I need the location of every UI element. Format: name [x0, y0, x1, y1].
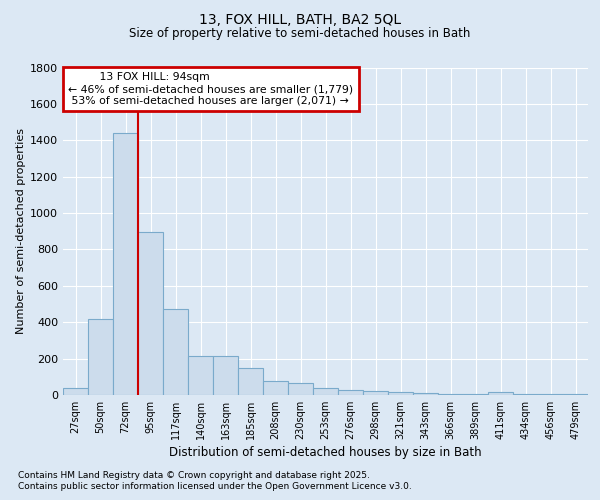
- Bar: [163, 310, 188, 395]
- Text: 13, FOX HILL, BATH, BA2 5QL: 13, FOX HILL, BATH, BA2 5QL: [199, 12, 401, 26]
- Text: Contains public sector information licensed under the Open Government Licence v3: Contains public sector information licen…: [18, 482, 412, 491]
- Bar: [513, 394, 538, 395]
- Text: Contains HM Land Registry data © Crown copyright and database right 2025.: Contains HM Land Registry data © Crown c…: [18, 470, 370, 480]
- Bar: [263, 382, 288, 395]
- Bar: [338, 390, 363, 395]
- Bar: [138, 232, 163, 395]
- Bar: [463, 394, 488, 395]
- Bar: [88, 320, 113, 395]
- Bar: [63, 388, 88, 395]
- Bar: [363, 392, 388, 395]
- Text: Size of property relative to semi-detached houses in Bath: Size of property relative to semi-detach…: [130, 28, 470, 40]
- Bar: [538, 394, 563, 395]
- Bar: [388, 392, 413, 395]
- X-axis label: Distribution of semi-detached houses by size in Bath: Distribution of semi-detached houses by …: [169, 446, 482, 459]
- Text: 13 FOX HILL: 94sqm
← 46% of semi-detached houses are smaller (1,779)
 53% of sem: 13 FOX HILL: 94sqm ← 46% of semi-detache…: [68, 72, 353, 106]
- Bar: [313, 388, 338, 395]
- Bar: [113, 133, 138, 395]
- Bar: [213, 356, 238, 395]
- Bar: [488, 392, 513, 395]
- Bar: [438, 394, 463, 395]
- Bar: [238, 368, 263, 395]
- Bar: [563, 394, 588, 395]
- Bar: [288, 383, 313, 395]
- Bar: [413, 393, 438, 395]
- Y-axis label: Number of semi-detached properties: Number of semi-detached properties: [16, 128, 26, 334]
- Bar: [188, 356, 213, 395]
